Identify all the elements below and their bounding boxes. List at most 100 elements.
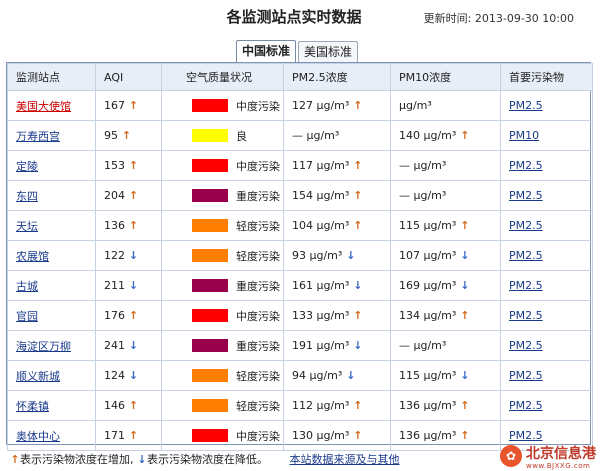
- pollutant-link[interactable]: PM2.5: [509, 399, 543, 412]
- unit: μg/m³: [316, 279, 350, 292]
- tab-china-standard[interactable]: 中国标准: [236, 40, 297, 62]
- unit: μg/m³: [316, 309, 350, 322]
- pollutant-link[interactable]: PM2.5: [509, 369, 543, 382]
- pm10-arrow-up-icon: ↑: [460, 129, 470, 142]
- unit: μg/m³: [423, 129, 457, 142]
- level-cell: 重度污染: [161, 270, 284, 301]
- tab-us-standard[interactable]: 美国标准: [298, 41, 359, 62]
- station-cell: 天坛: [7, 210, 96, 241]
- pm25-cell: 104 μg/m³ ↑: [283, 210, 391, 241]
- level-cell: 轻度污染: [161, 360, 284, 391]
- station-cell: 怀柔镇: [7, 390, 96, 421]
- pollutant-link[interactable]: PM2.5: [509, 189, 543, 202]
- table-row: 奥体中心 171 ↑ 中度污染 130 μg/m³ ↑ 136 μg/m³ ↑ PM2.5: [7, 420, 593, 451]
- pollutant-link[interactable]: PM2.5: [509, 159, 543, 172]
- pm25-cell: 117 μg/m³ ↑: [283, 150, 391, 181]
- table-row: 定陵 153 ↑ 中度污染 117 μg/m³ ↑ — μg/m³ PM2.5: [7, 150, 593, 181]
- pm25-value: 133: [292, 309, 313, 322]
- aqi-cell: 211 ↓: [95, 270, 162, 301]
- station-link[interactable]: 奥体中心: [16, 429, 60, 443]
- level-label: 轻度污染: [236, 249, 280, 263]
- pm10-value: —: [399, 189, 410, 202]
- pm10-arrow-up-icon: ↑: [460, 309, 470, 322]
- pm10-value: —: [399, 339, 410, 352]
- pollutant-link[interactable]: PM2.5: [509, 279, 543, 292]
- unit: μg/m³: [423, 279, 457, 292]
- station-link[interactable]: 美国大使馆: [16, 99, 71, 113]
- pm25-arrow-up-icon: ↑: [353, 219, 363, 232]
- level-label: 良: [236, 129, 247, 143]
- level-cell: 中度污染: [161, 300, 284, 331]
- aqi-arrow-up-icon: ↑: [128, 429, 139, 442]
- station-cell: 万寿西宫: [7, 120, 96, 151]
- station-link[interactable]: 古城: [16, 279, 38, 293]
- aqi-arrow-up-icon: ↑: [128, 399, 139, 412]
- station-link[interactable]: 顺义新城: [16, 369, 60, 383]
- table-row: 顺义新城 124 ↓ 轻度污染 94 μg/m³ ↓ 115 μg/m³ ↓ PM2.5: [7, 360, 593, 391]
- aqi-value: 124: [104, 369, 125, 382]
- station-cell: 定陵: [7, 150, 96, 181]
- pm10-value: 107: [399, 249, 420, 262]
- unit: μg/m³: [413, 189, 447, 202]
- level-swatch: [192, 129, 228, 142]
- pm10-value: 115: [399, 219, 420, 232]
- pm10-arrow-up-icon: ↑: [460, 219, 470, 232]
- pollutant-link[interactable]: PM10: [509, 129, 540, 142]
- unit: μg/m³: [316, 219, 350, 232]
- pm25-cell: 130 μg/m³ ↑: [283, 420, 391, 451]
- pm25-arrow-up-icon: ↑: [353, 429, 363, 442]
- level-swatch: [192, 369, 228, 382]
- pm25-value: 94: [292, 369, 306, 382]
- pollutant-link[interactable]: PM2.5: [509, 339, 543, 352]
- station-link[interactable]: 官园: [16, 309, 38, 323]
- pollutant-link[interactable]: PM2.5: [509, 309, 543, 322]
- aqi-arrow-up-icon: ↑: [128, 219, 139, 232]
- table-header-row: 监测站点 AQI 空气质量状况 PM2.5浓度 PM10浓度 首要污染物: [7, 63, 593, 91]
- station-link[interactable]: 万寿西宫: [16, 129, 60, 143]
- level-swatch: [192, 399, 228, 412]
- pollutant-cell: PM2.5: [500, 360, 593, 391]
- station-link[interactable]: 定陵: [16, 159, 38, 173]
- watermark-name: 北京信息港: [526, 445, 596, 462]
- legend-up-text: 表示污染物浓度在增加,: [20, 453, 134, 466]
- pollutant-link[interactable]: PM2.5: [509, 219, 543, 232]
- station-link[interactable]: 东四: [16, 189, 38, 203]
- pollutant-link[interactable]: PM2.5: [509, 249, 543, 262]
- station-link[interactable]: 天坛: [16, 219, 38, 233]
- pm25-arrow-down-icon: ↓: [346, 249, 356, 262]
- pm10-cell: 140 μg/m³ ↑: [390, 120, 501, 151]
- aqi-value: 176: [104, 309, 125, 322]
- pollutant-cell: PM2.5: [500, 150, 593, 181]
- unit: μg/m³: [316, 159, 350, 172]
- aqi-value: 171: [104, 429, 125, 442]
- station-link[interactable]: 海淀区万柳: [16, 339, 71, 353]
- page-title: 各监测站点实时数据: [226, 8, 362, 26]
- pm25-cell: 191 μg/m³ ↓: [283, 330, 391, 361]
- pollutant-cell: PM2.5: [500, 210, 593, 241]
- pollutant-link[interactable]: PM2.5: [509, 429, 543, 442]
- pm25-value: 154: [292, 189, 313, 202]
- col-header-pollutant: 首要污染物: [500, 63, 593, 91]
- unit: μg/m³: [316, 339, 350, 352]
- pm10-value: 136: [399, 399, 420, 412]
- aqi-cell: 176 ↑: [95, 300, 162, 331]
- legend-down-text: 表示污染物浓度在降低。: [147, 453, 268, 466]
- pm25-value: 93: [292, 249, 306, 262]
- pm10-arrow-down-icon: ↓: [460, 279, 470, 292]
- pollutant-cell: PM10: [500, 120, 593, 151]
- station-link[interactable]: 农展馆: [16, 249, 49, 263]
- station-table-frame: 监测站点 AQI 空气质量状况 PM2.5浓度 PM10浓度 首要污染物 美国大…: [6, 62, 593, 451]
- aqi-value: 122: [104, 249, 125, 262]
- aqi-arrow-up-icon: ↑: [121, 129, 132, 142]
- arrow-down-icon: ↓: [137, 453, 147, 466]
- station-link[interactable]: 怀柔镇: [16, 399, 49, 413]
- data-source-link[interactable]: 本站数据来源及与其他: [289, 453, 400, 466]
- pm25-cell: 94 μg/m³ ↓: [283, 360, 391, 391]
- unit: μg/m³: [423, 219, 457, 232]
- level-label: 中度污染: [236, 159, 280, 173]
- update-time-label: 更新时间:: [423, 12, 472, 25]
- update-time-value: 2013-09-30 10:00: [474, 12, 574, 25]
- level-cell: 重度污染: [161, 330, 284, 361]
- aqi-arrow-up-icon: ↑: [128, 309, 139, 322]
- pollutant-link[interactable]: PM2.5: [509, 99, 543, 112]
